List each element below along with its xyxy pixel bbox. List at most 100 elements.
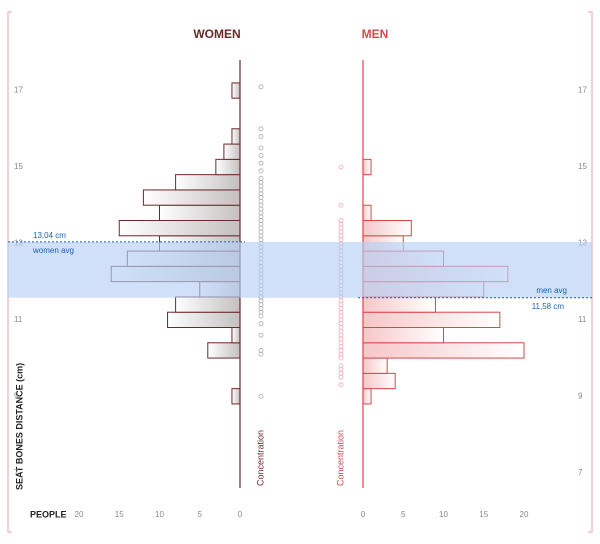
concentration-dot [258, 218, 264, 223]
bar [231, 327, 241, 344]
concentration-dot [258, 179, 264, 185]
concentration-label: Concentration [335, 430, 345, 486]
x-tick-label: 20 [520, 510, 529, 519]
concentration-dot [258, 126, 264, 132]
bar [231, 82, 241, 99]
x-tick-label: 10 [439, 510, 448, 519]
concentration-dot [258, 214, 264, 220]
concentration-dot [338, 332, 344, 338]
y-tick-label-right: 11 [578, 315, 587, 324]
concentration-dot [258, 145, 264, 151]
bar [362, 311, 501, 329]
concentration-dot [258, 202, 264, 208]
average-band [8, 241, 592, 298]
bar [231, 388, 241, 405]
women-average-name: women avg [32, 246, 74, 255]
y-tick-label-right: 17 [578, 86, 587, 95]
concentration-dot [338, 317, 344, 323]
concentration-dot [338, 202, 344, 208]
concentration-dot [338, 321, 344, 327]
bar [223, 143, 241, 160]
bar [159, 204, 241, 221]
y-tick-label: 15 [14, 162, 23, 171]
x-tick-label: 20 [75, 510, 84, 519]
bar [362, 220, 412, 237]
bar [142, 189, 241, 206]
concentration-dot [338, 309, 344, 315]
concentration-dot [258, 237, 264, 243]
men-title: MEN [362, 27, 389, 41]
y-tick-label: 9 [14, 391, 19, 400]
y-tick-label-right: 9 [578, 391, 583, 400]
concentration-dot [258, 176, 264, 181]
concentration-dot [338, 367, 344, 372]
concentration-dot [258, 191, 264, 197]
concentration-dot [258, 195, 264, 200]
concentration-dot [338, 340, 344, 346]
concentration-dot [258, 229, 264, 235]
concentration-dot [258, 168, 264, 174]
concentration-dot [338, 328, 344, 334]
concentration-dot [338, 325, 344, 330]
bar [215, 158, 241, 176]
x-tick-label: 5 [401, 510, 406, 519]
concentration-dot [338, 233, 344, 239]
concentration-dot [338, 355, 344, 361]
concentration-dot [258, 393, 264, 399]
women-title: WOMEN [193, 27, 240, 41]
y-tick-label-right: 15 [578, 162, 587, 171]
x-tick-label: 15 [479, 510, 488, 519]
bar [207, 342, 241, 359]
x-tick-label: 10 [155, 510, 164, 519]
bar [231, 128, 241, 145]
concentration-dot [258, 302, 264, 307]
concentration-dot [258, 206, 264, 212]
men-average-value: 11,58 cm [532, 302, 565, 311]
concentration-dot [258, 332, 264, 338]
concentration-dot [338, 363, 344, 369]
concentration-dot [338, 298, 344, 304]
concentration-dot [258, 309, 264, 315]
bar [175, 296, 241, 313]
concentration-dot [258, 210, 264, 216]
concentration-dot [338, 351, 344, 357]
concentration-dot [338, 344, 344, 350]
concentration-dot [258, 348, 264, 353]
bar [362, 342, 525, 359]
concentration-dot [338, 302, 344, 307]
concentration-dot [258, 160, 264, 166]
concentration-dot [338, 348, 344, 353]
bar [362, 158, 372, 176]
x-tick-label: 0 [361, 510, 366, 519]
concentration-label: Concentration [255, 430, 265, 486]
concentration-dot [338, 221, 344, 227]
bar [362, 204, 372, 221]
concentration-dot [338, 374, 344, 380]
bar [175, 174, 241, 191]
y-tick-label: 17 [14, 86, 23, 95]
bar [362, 357, 388, 374]
concentration-dot [338, 382, 344, 388]
concentration-dot [258, 351, 264, 357]
concentration-dot [258, 233, 264, 239]
concentration-dot [258, 153, 264, 158]
concentration-dot [338, 237, 344, 243]
concentration-dot [338, 313, 344, 319]
bar [362, 296, 436, 313]
men-average-name: men avg [536, 286, 567, 295]
concentration-dot [258, 225, 264, 231]
concentration-dot [258, 183, 264, 189]
concentration-dot [258, 198, 264, 204]
concentration-dot [258, 134, 264, 139]
concentration-dot [338, 225, 344, 231]
x-axis-label: PEOPLE [30, 509, 67, 519]
women-average-value: 13,04 cm [33, 231, 66, 240]
x-tick-label: 0 [238, 510, 243, 519]
bar [167, 311, 241, 329]
y-axis-label: SEAT BONES DISTANCE (cm) [14, 363, 24, 490]
concentration-dot [338, 336, 344, 342]
concentration-dot [258, 84, 264, 90]
concentration-dot [258, 305, 264, 311]
concentration-dot [338, 218, 344, 223]
